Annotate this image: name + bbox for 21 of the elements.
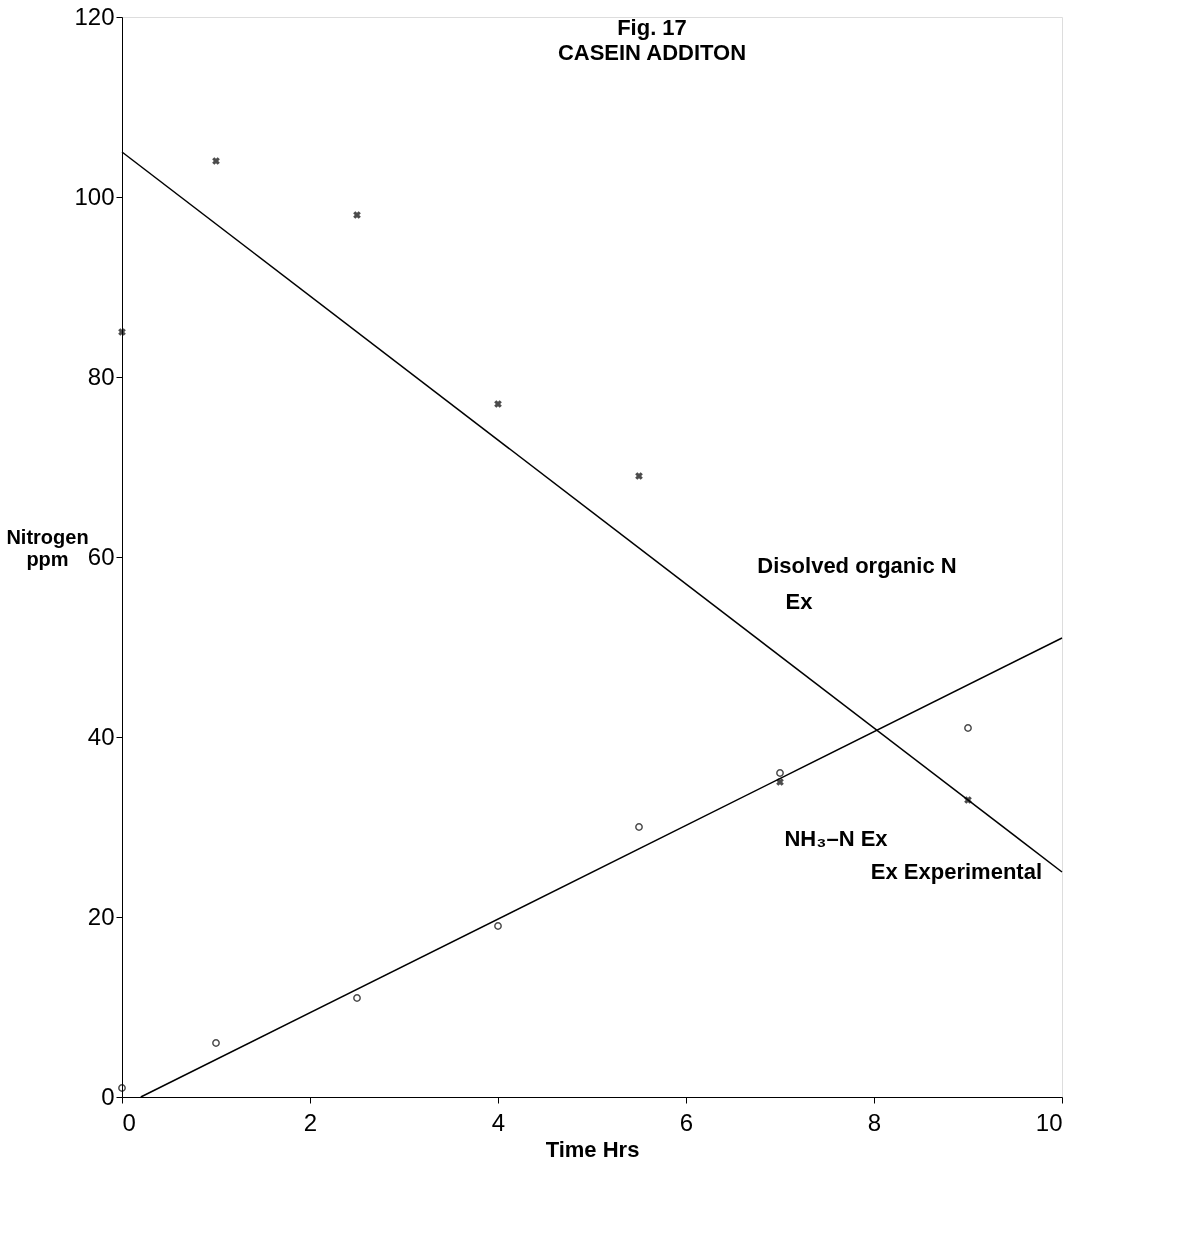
y-tick-label: 120 <box>74 2 115 30</box>
y-tick-label: 0 <box>101 1082 115 1110</box>
x-tick-label: 8 <box>867 1108 882 1136</box>
y-tick-label: 60 <box>87 542 115 570</box>
y-axis-title: Nitrogen ppm <box>6 525 89 570</box>
x-tick-label: 2 <box>303 1108 318 1136</box>
y-tick-label: 80 <box>87 362 115 390</box>
text: CASEIN ADDITON <box>557 40 747 65</box>
annotation: Disolved organic N <box>757 553 957 578</box>
annotation: NH₃–N Ex <box>784 826 889 851</box>
x-axis-title: Time Hrs <box>545 1136 640 1162</box>
annotation: Ex Experimental <box>870 859 1042 884</box>
chart-title: Fig. 17 <box>617 15 687 40</box>
y-tick-label: 40 <box>87 722 115 750</box>
y-tick-label: 20 <box>87 902 115 930</box>
x-tick-label: 0 <box>122 1108 136 1136</box>
annotation: Ex <box>785 589 814 614</box>
y-tick-label: 100 <box>74 182 115 210</box>
x-tick-label: 10 <box>1035 1108 1063 1136</box>
x-tick-label: 6 <box>679 1108 694 1136</box>
x-tick-label: 4 <box>491 1108 506 1136</box>
